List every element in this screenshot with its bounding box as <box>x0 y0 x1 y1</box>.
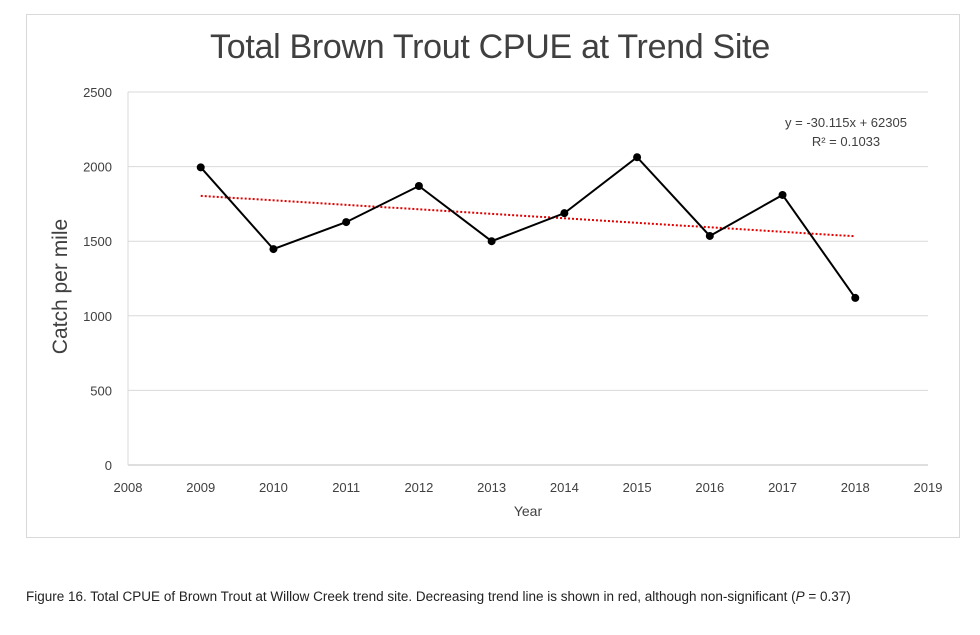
x-tick-label: 2013 <box>477 480 506 495</box>
y-axis-label: Catch per mile <box>49 219 72 354</box>
x-tick-label: 2009 <box>186 480 215 495</box>
x-tick-label: 2016 <box>695 480 724 495</box>
caption-p-symbol: P <box>795 589 805 604</box>
figure-caption: Figure 16. Total CPUE of Brown Trout at … <box>26 586 946 607</box>
x-tick-label: 2010 <box>259 480 288 495</box>
data-point <box>851 293 860 302</box>
data-point <box>196 163 205 172</box>
x-tick-label: 2018 <box>841 480 870 495</box>
x-tick-label: 2014 <box>550 480 579 495</box>
trendline <box>200 194 856 238</box>
y-tick-label: 2500 <box>83 85 112 100</box>
x-tick-label: 2012 <box>404 480 433 495</box>
y-tick-label: 1500 <box>83 234 112 249</box>
x-tick-label: 2008 <box>114 480 143 495</box>
x-axis-label: Year <box>514 503 543 519</box>
caption-prefix: Figure 16. Total CPUE of Brown Trout at … <box>26 589 796 604</box>
data-point <box>269 245 278 254</box>
y-tick-label: 1000 <box>83 309 112 324</box>
x-tick-label: 2017 <box>768 480 797 495</box>
data-point <box>487 237 496 246</box>
chart-title: Total Brown Trout CPUE at Trend Site <box>210 28 770 66</box>
line-chart: 0 500 1000 1500 2000 2500 2008 2009 2010 2011 2012… <box>49 85 943 519</box>
data-point <box>705 231 714 240</box>
series-line <box>199 155 857 299</box>
x-tick-label: 2019 <box>914 480 943 495</box>
trendline-r2: R² = 0.1033 <box>812 134 880 149</box>
y-tick-label: 0 <box>105 458 112 473</box>
data-point <box>560 209 569 218</box>
trendline-equation: y = -30.115x + 62305 <box>785 115 907 130</box>
caption-suffix: = 0.37) <box>804 589 851 604</box>
y-tick-label: 2000 <box>83 160 112 175</box>
data-point <box>778 190 787 199</box>
chart-frame <box>26 14 960 538</box>
data-point <box>414 181 423 190</box>
x-tick-label: 2011 <box>332 480 360 495</box>
data-point <box>342 218 351 227</box>
data-point <box>633 153 642 162</box>
y-tick-label: 500 <box>90 383 112 398</box>
x-tick-label: 2015 <box>623 480 652 495</box>
